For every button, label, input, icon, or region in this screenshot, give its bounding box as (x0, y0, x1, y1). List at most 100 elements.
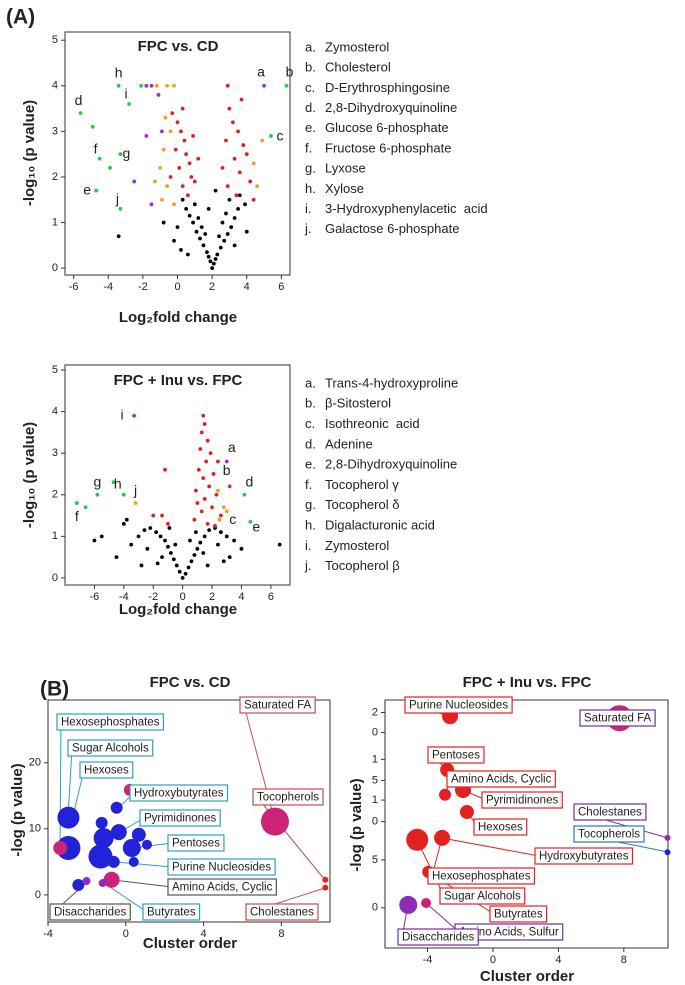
point (144, 134, 149, 138)
y-tick-label: 1 (52, 216, 58, 228)
chart-title: FPC vs. CD (138, 38, 219, 55)
point (269, 134, 273, 138)
bubble (434, 829, 451, 846)
key-letter: a. (305, 39, 316, 54)
point (78, 111, 83, 116)
point (179, 248, 183, 252)
point (243, 202, 247, 207)
x-tick-label: -4 (423, 954, 433, 966)
point (182, 138, 187, 143)
x-tick-label: 8 (621, 954, 627, 966)
y-axis-label: -log (p value) (9, 763, 26, 856)
chart-title: FPC + Inu vs. FPC (463, 674, 592, 691)
point (177, 569, 182, 574)
key-name: Tocopherol δ (325, 497, 399, 512)
label-box (534, 847, 634, 865)
point (99, 534, 104, 539)
x-tick-label: 4 (201, 928, 207, 940)
point (161, 147, 166, 152)
key-name: Isothreonic acid (325, 416, 420, 431)
bubble (122, 839, 141, 857)
x-tick-label: 4 (238, 591, 244, 603)
x-tick-label: -4 (119, 591, 129, 603)
key-name: Lyxose (325, 161, 366, 176)
y-tick-label: 3 (52, 125, 58, 137)
point-annotation: e (252, 518, 260, 534)
cluster-label: Purine Nucleosides (409, 700, 508, 712)
bubble (406, 828, 429, 851)
point (132, 413, 137, 418)
point (132, 179, 137, 184)
point (221, 559, 226, 564)
bubble (110, 824, 127, 841)
point (211, 472, 216, 476)
cluster-label: Sugar Alcohols (72, 743, 149, 755)
bubble (57, 806, 80, 829)
cluster-label: Saturated FA (244, 700, 311, 712)
point (248, 179, 253, 184)
label-box (67, 739, 154, 757)
key-letter: h. (305, 181, 316, 196)
point-annotation: b (223, 462, 231, 478)
label-box (579, 709, 656, 727)
point (155, 561, 160, 566)
key-letter: b. (305, 396, 316, 411)
bubble (93, 828, 114, 849)
key-name: Zymosterol (325, 538, 389, 553)
point (199, 430, 204, 435)
point (167, 526, 172, 530)
point (189, 559, 194, 564)
key-letter: b. (305, 60, 316, 75)
point (205, 250, 209, 255)
point-annotation: c (276, 128, 283, 144)
cluster-label: Disaccharides (402, 932, 474, 944)
x-tick-label: 0 (180, 591, 186, 603)
point (163, 467, 167, 472)
point-annotation: d (246, 473, 254, 489)
point (192, 202, 197, 207)
point (216, 459, 220, 464)
key-name: Fructose 6-phosphate (325, 140, 451, 155)
point (201, 243, 206, 248)
point (218, 245, 223, 250)
point-annotation: a (257, 64, 265, 80)
x-tick-label: 2 (209, 281, 215, 293)
y-tick-label: 1 (52, 530, 58, 542)
point (221, 505, 226, 510)
bubble (664, 849, 671, 856)
key-name: β-Sitosterol (325, 396, 391, 411)
point (179, 129, 183, 134)
leader-line (114, 861, 173, 868)
point (234, 193, 239, 198)
point (198, 447, 203, 451)
key-name: Digalacturonic acid (325, 518, 435, 533)
y-axis-label: -log₁₀ (p value) (21, 100, 38, 206)
point (149, 202, 154, 207)
point (217, 517, 222, 522)
y-tick-label: 5 (52, 364, 58, 376)
point (225, 232, 230, 236)
cluster-label: Hexosephosphates (432, 871, 531, 883)
key-name: 3-Hydroxyphenylacetic acid (325, 201, 488, 216)
x-tick-label: 6 (278, 281, 284, 293)
point (193, 488, 198, 493)
bubble (110, 801, 123, 814)
key-name: Xylose (325, 181, 364, 196)
label-box (252, 788, 324, 806)
point (236, 206, 240, 211)
point (191, 220, 195, 225)
cluster-label: Tocopherols (257, 792, 319, 804)
point (168, 175, 173, 179)
point (255, 184, 260, 188)
point (168, 129, 173, 134)
point (158, 534, 163, 539)
point (180, 184, 185, 188)
point (222, 238, 227, 243)
x-tick-label: -4 (103, 281, 113, 293)
y-tick-label: 2 (52, 489, 58, 501)
bubble (439, 788, 452, 801)
y-tick-label: 4 (52, 405, 58, 417)
point (184, 206, 189, 211)
plot-frame (47, 699, 331, 923)
cluster-label: Cholestanes (578, 807, 642, 819)
